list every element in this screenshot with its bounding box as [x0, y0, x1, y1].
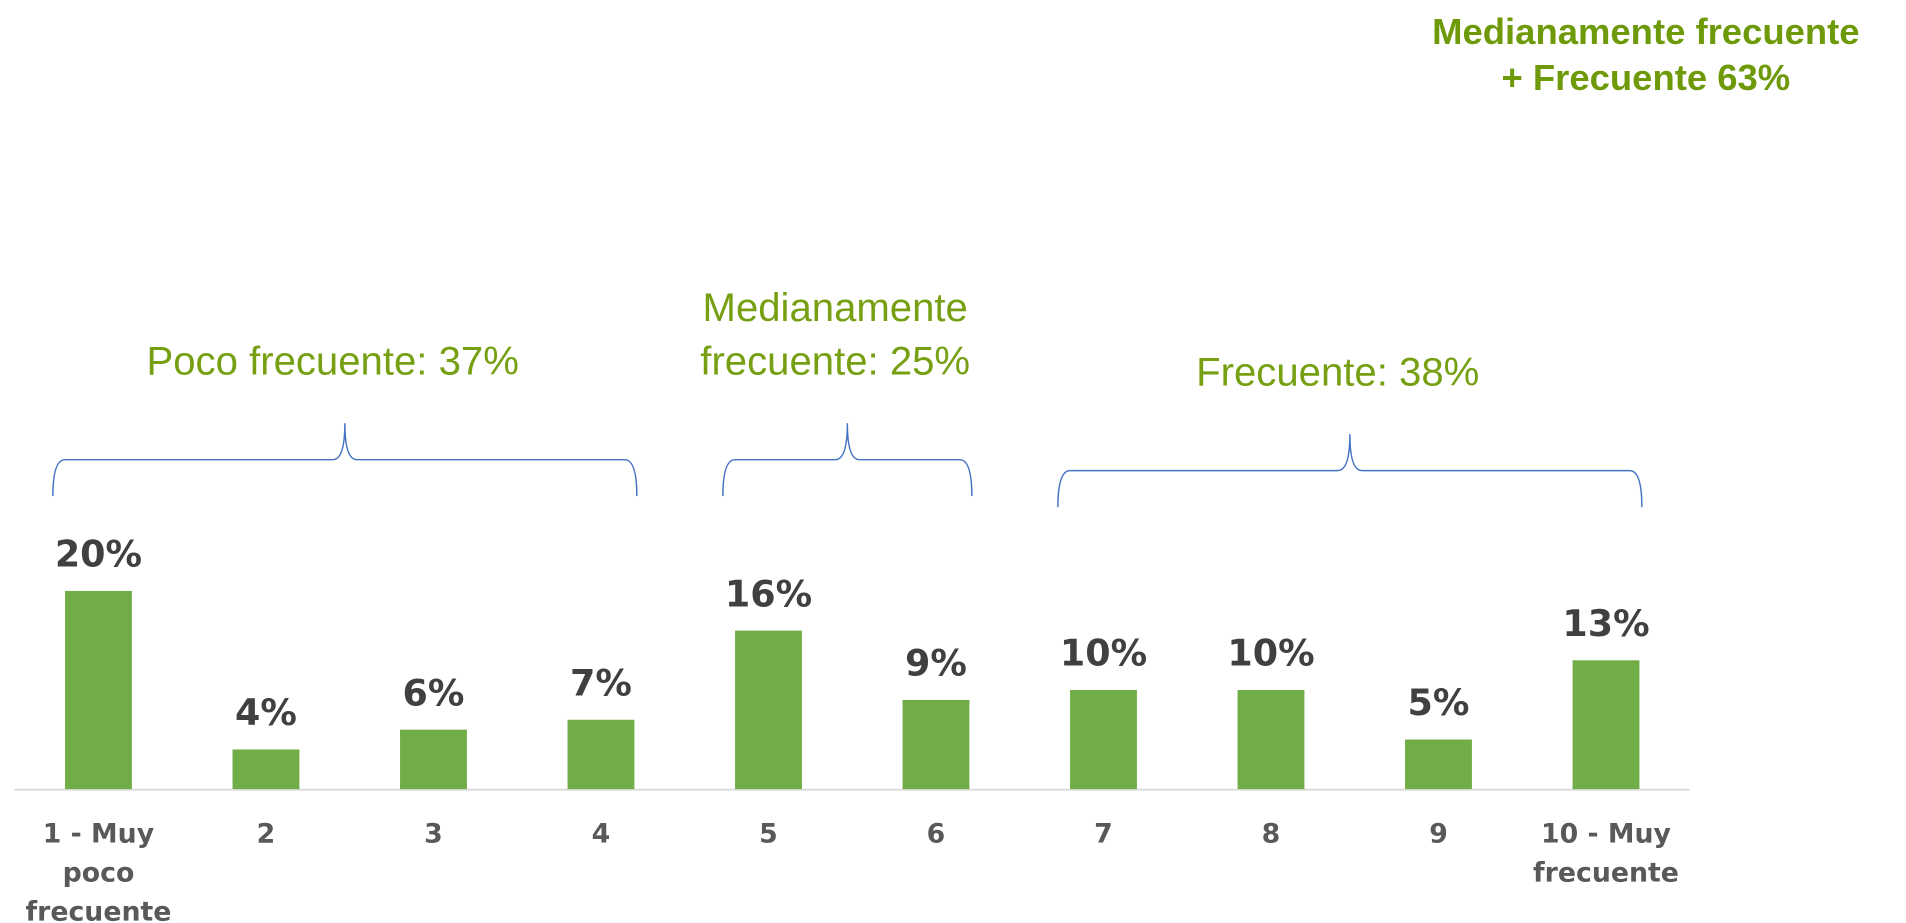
value-label: 4% [235, 691, 297, 734]
bar [1070, 690, 1137, 790]
group-bracket [1057, 434, 1643, 508]
value-label: 10% [1227, 632, 1314, 675]
x-tick-label: 6 [927, 819, 946, 850]
x-tick-label: 9 [1429, 819, 1448, 850]
value-label: 5% [1408, 681, 1470, 724]
bar [1572, 660, 1640, 790]
value-label: 20% [55, 533, 142, 576]
group-bracket [52, 423, 638, 497]
bar [1405, 739, 1472, 790]
group-bracket [722, 423, 973, 497]
x-tick-label: 10 - Muy frecuente [1533, 819, 1679, 889]
value-label: 13% [1562, 602, 1649, 645]
group-label: Poco frecuente: 37% [147, 340, 519, 384]
bar [735, 630, 802, 790]
group-label: Medianamente frecuente: 25% [700, 286, 970, 383]
x-tick-label: 3 [424, 819, 443, 850]
x-tick-label: 2 [257, 819, 276, 850]
bar [400, 729, 467, 790]
value-label: 10% [1060, 632, 1147, 675]
value-label: 7% [570, 661, 632, 704]
bar [65, 590, 132, 790]
summary-annotation: Medianamente frecuente + Frecuente 63% [1432, 11, 1859, 98]
bar [1237, 690, 1305, 790]
x-tick-label: 5 [759, 819, 778, 850]
x-tick-label: 4 [592, 819, 611, 850]
value-label: 6% [403, 671, 465, 714]
value-label: 16% [725, 572, 812, 615]
bar [567, 719, 635, 790]
x-tick-label: 1 - Muy poco frecuente [26, 819, 172, 923]
x-tick-label: 8 [1262, 819, 1281, 850]
group-label: Frecuente: 38% [1196, 351, 1479, 395]
bar [232, 749, 300, 790]
value-label: 9% [905, 642, 967, 685]
bar [902, 699, 970, 790]
x-tick-label: 7 [1094, 819, 1113, 850]
